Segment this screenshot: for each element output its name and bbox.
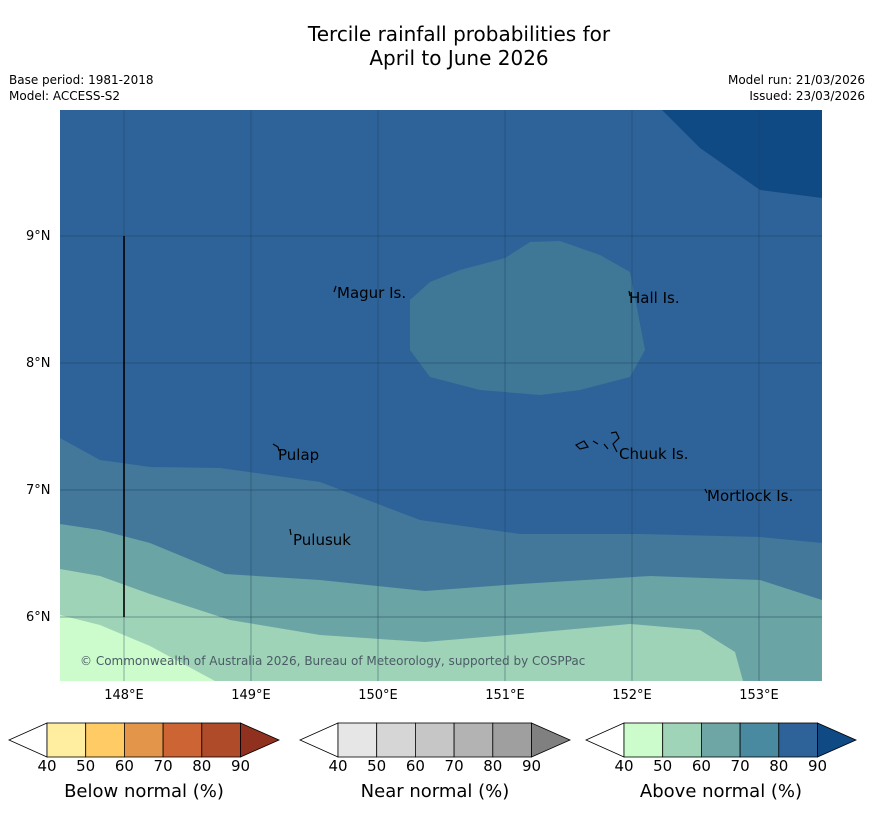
lat-label-6n: 6°N — [26, 610, 51, 625]
region-70-patch — [410, 241, 645, 395]
cb-above-over — [817, 722, 857, 758]
cb-below-tick: 60 — [114, 757, 134, 775]
cb-near-seg-4 — [453, 722, 494, 758]
cb-below-tick: 70 — [153, 757, 173, 775]
map-area — [60, 110, 822, 681]
cb-above-tick: 50 — [653, 757, 673, 775]
cb-near-tick: 60 — [405, 757, 425, 775]
lon-label-153e: 153°E — [739, 688, 779, 703]
meta-right: Model run: 21/03/2026 Issued: 23/03/2026 — [728, 72, 865, 104]
cb-below-seg-3 — [124, 722, 164, 758]
meta-left: Base period: 1981-2018 Model: ACCESS-S2 — [9, 72, 154, 104]
gridlines — [60, 110, 822, 681]
cb-above-tick: 40 — [614, 757, 634, 775]
cb-near-seg-2 — [376, 722, 416, 758]
cb-above-seg-2 — [662, 722, 702, 758]
title-line-1: Tercile rainfall probabilities for — [307, 22, 611, 46]
title-line-2: April to June 2026 — [369, 46, 549, 70]
label-hall: Hall Is. — [629, 289, 680, 307]
cb-above-seg-3 — [701, 722, 741, 758]
cb-below-seg-4 — [162, 722, 203, 758]
copyright-notice: © Commonwealth of Australia 2026, Bureau… — [80, 654, 586, 668]
cb-below-title: Below normal (%) — [64, 781, 224, 802]
cb-below-tick: 40 — [37, 757, 57, 775]
label-pulusuk: Pulusuk — [293, 531, 351, 549]
lon-label-150e: 150°E — [358, 688, 398, 703]
region-50-band — [60, 569, 743, 681]
island-marks — [272, 285, 708, 536]
cb-above-tick: 90 — [807, 757, 828, 775]
cb-near-tick: 80 — [483, 757, 503, 775]
cb-near-seg-5 — [492, 722, 532, 758]
lon-label-151e: 151°E — [485, 688, 525, 703]
cb-below-tick: 90 — [230, 757, 251, 775]
cb-near-tick: 40 — [328, 757, 348, 775]
region-40-band — [60, 615, 215, 681]
colorbar-near — [299, 722, 571, 758]
lon-label-148e: 148°E — [104, 688, 144, 703]
cb-above-title: Above normal (%) — [639, 781, 803, 802]
model-run: Model run: 21/03/2026 — [727, 73, 865, 87]
cb-below-tick: 80 — [192, 757, 212, 775]
cb-near-title: Near normal (%) — [360, 781, 510, 802]
cb-above-tick: 70 — [730, 757, 750, 775]
lat-label-8n: 8°N — [26, 356, 51, 371]
cb-near-seg-3 — [414, 722, 455, 758]
cb-near-tick: 50 — [367, 757, 387, 775]
cb-near-over — [531, 722, 571, 758]
label-mortlock: Mortlock Is. — [707, 487, 794, 505]
chart-title: Tercile rainfall probabilities for April… — [0, 22, 873, 70]
cb-above-tick: 80 — [769, 757, 789, 775]
label-chuuk: Chuuk Is. — [619, 445, 689, 463]
cb-below-over — [240, 722, 280, 758]
cb-above-seg-5 — [778, 722, 818, 758]
label-magur: Magur Is. — [337, 284, 407, 302]
region-90-corner — [662, 110, 822, 198]
lat-label-9n: 9°N — [26, 229, 51, 244]
cb-below-seg-2 — [85, 722, 125, 758]
lon-label-152e: 152°E — [612, 688, 652, 703]
cb-near-under — [299, 722, 339, 758]
label-pulap: Pulap — [278, 446, 320, 464]
colorbar-below — [8, 722, 280, 758]
cb-below-seg-5 — [201, 722, 241, 758]
cb-above-seg-4 — [739, 722, 780, 758]
lat-label-7n: 7°N — [26, 483, 51, 498]
colorbar-above — [585, 722, 857, 758]
cb-near-tick: 70 — [444, 757, 464, 775]
cb-above-seg-1 — [623, 722, 664, 758]
cb-above-under — [585, 722, 625, 758]
issued-date: Issued: 23/03/2026 — [749, 89, 865, 103]
cb-below-seg-1 — [46, 722, 87, 758]
lon-label-149e: 149°E — [231, 688, 271, 703]
cb-above-tick: 60 — [691, 757, 711, 775]
cb-near-seg-1 — [337, 722, 378, 758]
cb-near-tick: 90 — [521, 757, 542, 775]
cb-below-under — [8, 722, 48, 758]
base-period: Base period: 1981-2018 — [9, 73, 154, 87]
cb-below-tick: 50 — [76, 757, 96, 775]
model-name: Model: ACCESS-S2 — [9, 89, 121, 103]
